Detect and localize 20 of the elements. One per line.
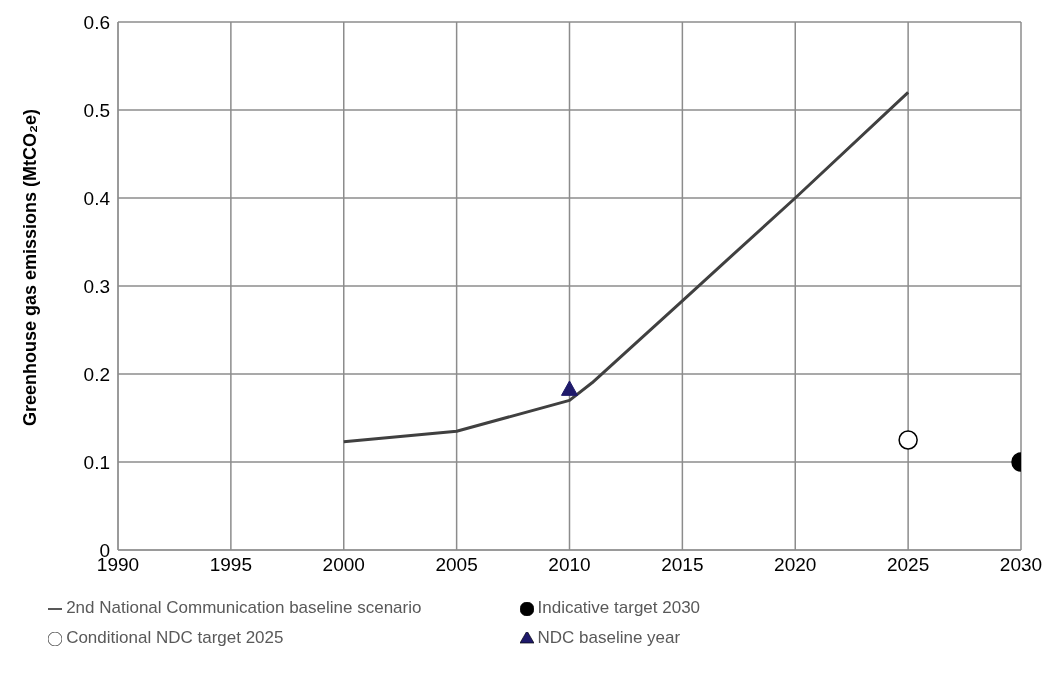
y-axis-title: Greenhouse gas emissions (MtCO₂e) [20, 108, 41, 426]
x-tick-label: 1995 [209, 554, 253, 576]
x-tick-label: 2020 [774, 554, 817, 576]
y-tick-label: 0.3 [83, 275, 110, 297]
x-tick-label: 2005 [435, 554, 478, 576]
x-tick-label: 2010 [548, 554, 591, 576]
y-tick-label: 0.1 [83, 451, 110, 473]
legend-label: Indicative target 2030 [537, 598, 701, 617]
legend-label: 2nd National Communication baseline scenario [66, 598, 422, 617]
legend-label: Conditional NDC target 2025 [66, 628, 284, 647]
x-tick-label: 2015 [661, 554, 704, 576]
y-tick-label: 0.4 [83, 187, 111, 209]
x-tick-label: 2025 [886, 554, 930, 576]
line-series [342, 90, 910, 444]
legend-label: NDC baseline year [537, 628, 681, 647]
y-tick-label: 0.2 [83, 363, 110, 385]
x-tick-label: 2030 [999, 554, 1043, 576]
x-tick-label: 2000 [322, 554, 365, 576]
y-tick-label: 0.5 [83, 99, 110, 121]
y-tick-label: 0.6 [83, 11, 110, 33]
